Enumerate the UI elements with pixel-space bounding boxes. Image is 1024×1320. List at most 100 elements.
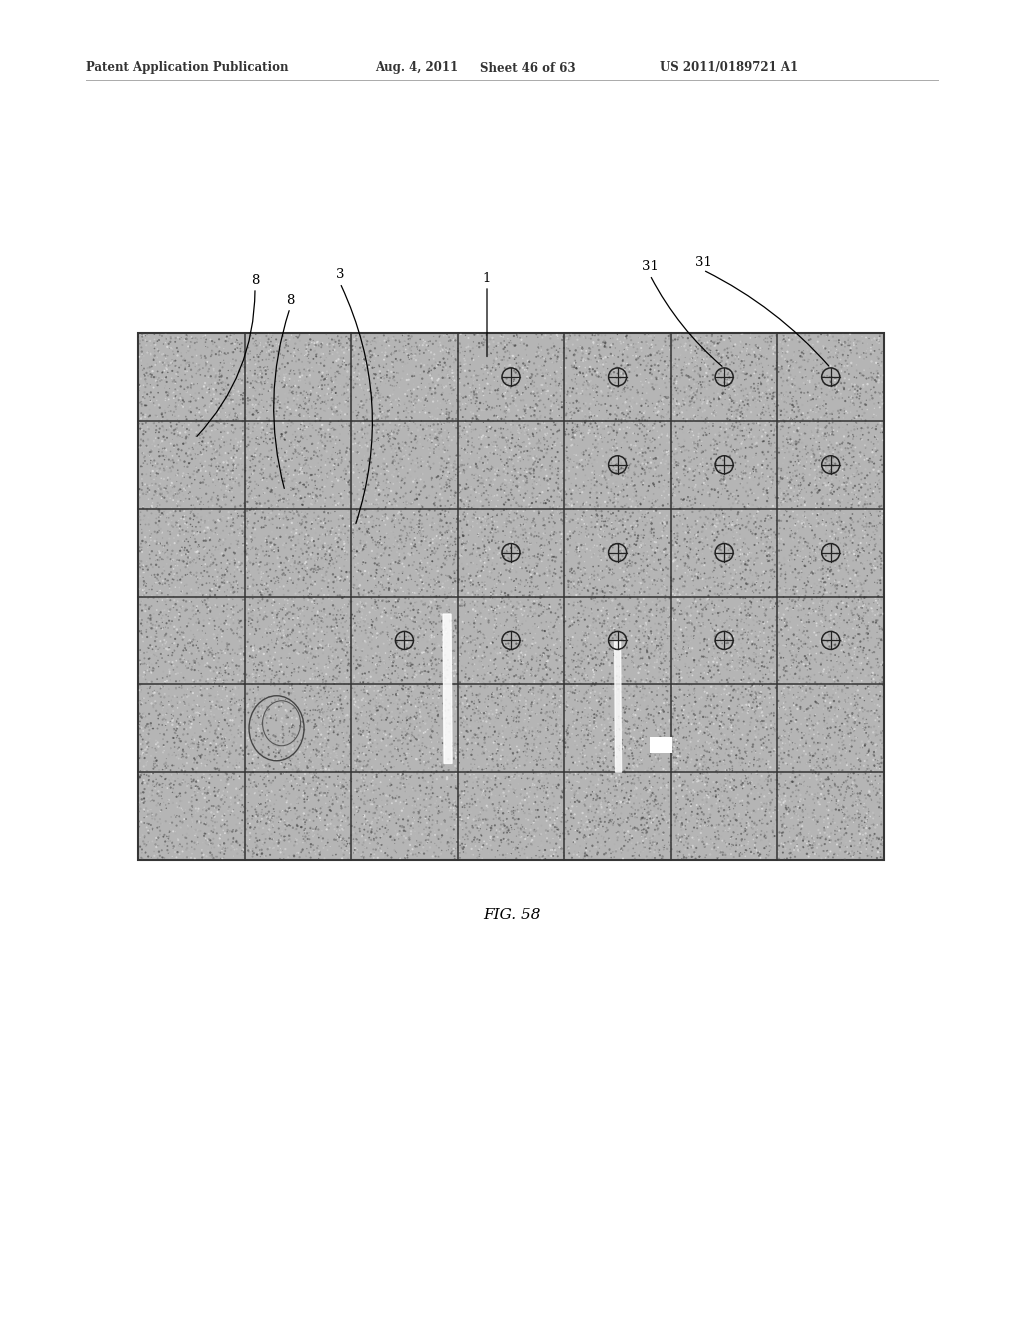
Point <box>635 473 651 494</box>
Point <box>754 690 770 711</box>
Point <box>550 606 566 627</box>
Point <box>618 326 635 347</box>
Point <box>597 335 613 356</box>
Point <box>164 755 180 776</box>
Point <box>523 725 540 746</box>
Point <box>199 417 215 438</box>
Point <box>651 471 668 492</box>
Point <box>335 760 351 781</box>
Point <box>159 428 175 449</box>
Point <box>273 639 290 660</box>
Point <box>147 767 164 788</box>
Point <box>796 725 812 746</box>
Point <box>627 668 643 689</box>
Point <box>460 642 476 663</box>
Point <box>458 741 474 762</box>
Point <box>340 807 356 828</box>
Point <box>229 644 246 665</box>
Point <box>825 442 842 463</box>
Point <box>535 755 551 776</box>
Point <box>842 638 858 659</box>
Point <box>769 360 785 381</box>
Point <box>245 838 261 859</box>
Point <box>798 366 814 387</box>
Point <box>826 812 843 833</box>
Point <box>418 619 434 640</box>
Point <box>297 529 313 550</box>
Point <box>220 747 237 768</box>
Point <box>147 747 164 768</box>
Point <box>325 393 341 414</box>
Point <box>620 610 636 631</box>
Point <box>640 721 656 742</box>
Point <box>216 843 232 865</box>
Point <box>809 421 825 442</box>
Point <box>782 817 799 838</box>
Point <box>549 638 565 659</box>
Point <box>461 696 477 717</box>
Point <box>779 803 796 824</box>
Point <box>144 808 161 829</box>
Point <box>436 669 453 690</box>
Point <box>805 561 821 582</box>
Point <box>233 615 250 636</box>
Point <box>670 355 686 376</box>
Point <box>618 781 635 803</box>
Point <box>254 517 270 539</box>
Point <box>748 709 764 730</box>
Point <box>775 532 792 553</box>
Point <box>439 420 456 441</box>
Point <box>584 484 600 506</box>
Point <box>740 767 757 788</box>
Point <box>400 543 417 564</box>
Point <box>771 393 787 414</box>
Point <box>158 327 174 348</box>
Point <box>596 714 612 735</box>
Point <box>308 346 325 367</box>
Point <box>756 330 772 351</box>
Point <box>262 433 279 454</box>
Point <box>332 657 348 678</box>
Point <box>843 498 859 519</box>
Point <box>447 615 464 636</box>
Point <box>415 565 431 586</box>
Point <box>400 723 417 744</box>
Point <box>631 767 647 788</box>
Point <box>873 746 890 767</box>
Point <box>248 685 264 706</box>
Point <box>833 500 849 521</box>
Point <box>664 335 680 356</box>
Point <box>368 535 384 556</box>
Point <box>561 499 578 520</box>
Point <box>710 576 726 597</box>
Point <box>432 459 449 480</box>
Point <box>316 425 333 446</box>
Point <box>232 705 249 726</box>
Point <box>621 536 637 557</box>
Point <box>708 787 724 808</box>
Point <box>807 379 823 400</box>
Point <box>297 334 313 355</box>
Point <box>138 436 155 457</box>
Point <box>630 566 646 587</box>
Point <box>373 474 389 495</box>
Point <box>801 566 817 587</box>
Point <box>354 426 371 447</box>
Point <box>477 519 494 540</box>
Point <box>666 612 682 634</box>
Point <box>786 422 803 444</box>
Point <box>239 388 255 409</box>
Point <box>371 590 387 611</box>
Point <box>851 759 867 780</box>
Point <box>184 834 201 855</box>
Point <box>415 330 431 351</box>
Point <box>844 494 860 515</box>
Point <box>420 677 436 698</box>
Point <box>577 698 593 719</box>
Point <box>553 692 569 713</box>
Point <box>740 756 757 777</box>
Point <box>703 726 720 747</box>
Point <box>298 507 314 528</box>
Point <box>395 774 412 795</box>
Point <box>810 783 826 804</box>
